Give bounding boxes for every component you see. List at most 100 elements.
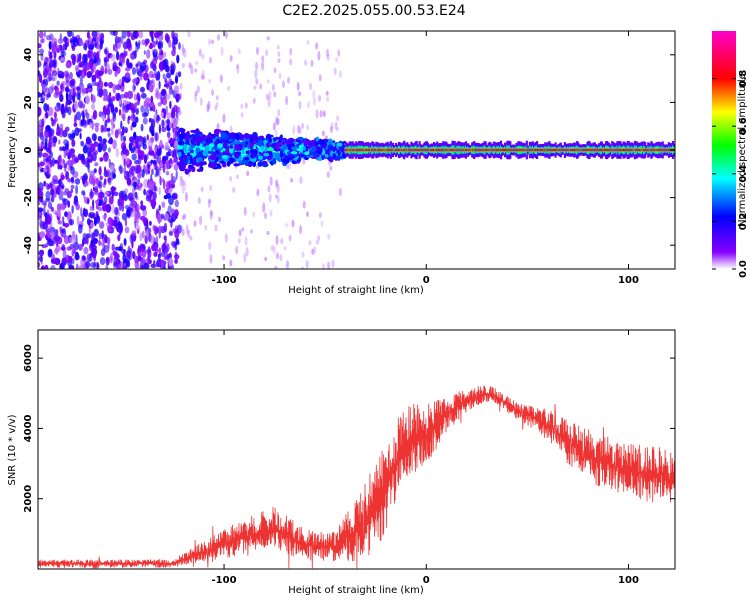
heatmap-cell: [100, 141, 104, 150]
heatmap-cell: [38, 198, 41, 206]
heatmap-cell: [220, 132, 227, 139]
heatmap-cell: [60, 184, 65, 190]
heatmap-cell: [132, 250, 136, 260]
heatmap-cell: [315, 42, 319, 50]
heatmap-cell: [45, 147, 49, 152]
heatmap-cell: [60, 174, 65, 180]
heatmap-cell: [66, 191, 72, 199]
heatmap-cell: [208, 79, 212, 84]
heatmap-cell: [190, 144, 195, 149]
heatmap-cell: [89, 206, 93, 211]
heatmap-cell: [304, 151, 310, 156]
heatmap-cell: [134, 220, 137, 229]
heatmap-cell: [131, 146, 136, 151]
heatmap-cell: [126, 31, 131, 38]
heatmap-cell: [91, 31, 98, 39]
heatmap-cell: [77, 153, 82, 160]
heatmap-cell: [48, 249, 53, 256]
heatmap-cell: [118, 108, 122, 116]
heatmap-cell: [592, 148, 595, 152]
heatmap-cell: [43, 168, 48, 173]
heatmap-cell: [75, 234, 78, 245]
heatmap-cell: [111, 243, 115, 251]
heatmap-cell: [80, 258, 85, 266]
heatmap-cell: [138, 31, 144, 39]
heatmap-cell: [208, 241, 212, 251]
heatmap-cell: [196, 168, 202, 172]
colorbar-label: Normalized spectral amplitude: [737, 73, 748, 227]
heatmap-cell: [164, 251, 169, 260]
heatmap-cell: [138, 182, 141, 187]
heatmap-cell: [43, 157, 47, 163]
heatmap-cell: [114, 45, 118, 53]
heatmap-cell: [43, 103, 49, 112]
heatmap-cell: [102, 138, 107, 144]
heatmap-cell: [161, 144, 165, 149]
heatmap-cell: [48, 59, 55, 68]
heatmap-cell: [146, 219, 149, 229]
heatmap-cell: [79, 40, 84, 46]
heatmap-cell: [195, 60, 199, 65]
heatmap-cell: [232, 186, 236, 193]
heatmap-cell: [236, 63, 240, 69]
heatmap-cell: [252, 211, 256, 218]
heatmap-cell: [226, 160, 231, 167]
heatmap-cell: [82, 175, 86, 185]
heatmap-cell: [140, 123, 144, 132]
heatmap-cell: [283, 246, 287, 251]
heatmap-cell: [179, 182, 182, 187]
heatmap-cell: [200, 73, 204, 80]
heatmap-cell: [91, 74, 97, 83]
heatmap-cell: [296, 148, 302, 152]
heatmap-cell: [335, 155, 343, 160]
heatmap-cell: [173, 32, 179, 39]
heatmap-cell: [106, 222, 110, 227]
snr-frame: [37, 329, 676, 570]
heatmap-cell: [126, 58, 130, 68]
heatmap-cell: [45, 110, 48, 118]
heatmap-cell: [85, 95, 90, 105]
heatmap-cell: [58, 139, 61, 145]
heatmap-cell: [145, 97, 151, 103]
heatmap-cell: [142, 143, 145, 149]
heatmap-cell: [127, 115, 131, 121]
heatmap-cell: [65, 102, 68, 112]
heatmap-cell: [124, 219, 128, 227]
heatmap-cell: [243, 206, 247, 216]
heatmap-cell: [169, 68, 175, 74]
heatmap-cell: [39, 161, 46, 166]
heatmap-cell: [65, 150, 68, 157]
heatmap-cell: [183, 143, 187, 150]
heatmap-cell: [280, 238, 284, 245]
heatmap-cell: [319, 110, 323, 118]
heatmap-cell: [274, 152, 282, 160]
heatmap-cell: [172, 228, 179, 234]
heatmap-cell: [112, 250, 117, 256]
heatmap-cell: [77, 128, 82, 133]
heatmap-cell: [122, 145, 127, 155]
heatmap-cell: [93, 237, 98, 244]
heatmap-cell: [171, 176, 177, 184]
heatmap-cell: [68, 88, 72, 95]
heatmap-cell: [43, 201, 47, 208]
heatmap-cell: [95, 40, 100, 50]
heatmap-cell: [322, 110, 326, 118]
heatmap-cell: [175, 194, 178, 200]
heatmap-cell: [235, 151, 242, 156]
heatmap-cell: [140, 86, 145, 93]
heatmap-cell: [227, 85, 231, 91]
heatmap-cell: [68, 153, 74, 158]
heatmap-cell: [318, 94, 322, 102]
heatmap-cell: [157, 253, 161, 260]
heatmap-cell: [145, 249, 151, 254]
heatmap-cell: [161, 96, 168, 106]
heatmap-cell: [201, 161, 207, 166]
heatmap-cell: [148, 80, 151, 85]
heatmap-cell: [91, 248, 94, 255]
heatmap-cell: [100, 124, 104, 133]
heatmap-cell: [155, 73, 159, 81]
heatmap-cell: [82, 112, 85, 122]
heatmap-cell: [45, 34, 52, 41]
heatmap-cell: [93, 168, 97, 174]
heatmap-cell: [240, 103, 244, 110]
